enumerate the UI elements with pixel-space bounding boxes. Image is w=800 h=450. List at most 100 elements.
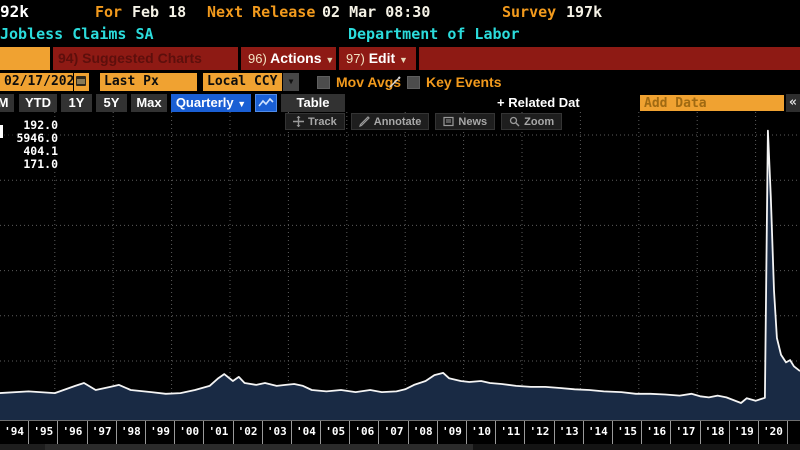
data-source: Department of Labor <box>348 25 520 43</box>
x-axis: '94'95'96'97'98'99'00'01'02'03'04'05'06 '… <box>0 420 800 444</box>
header-row-1: 92k For Feb 18 Next Release 02 Mar 08:30… <box>0 0 800 23</box>
add-data-input[interactable] <box>640 95 784 111</box>
magnifier-icon <box>510 116 520 127</box>
suggested-charts-label: Suggested Charts <box>82 50 202 66</box>
collapse-panel-button[interactable]: « <box>786 94 800 112</box>
currency-dropdown-button[interactable]: ▼ <box>283 73 299 91</box>
scrollbar-thumb[interactable] <box>45 444 473 450</box>
price-field-select[interactable]: Last Px <box>100 73 197 91</box>
period-label: Quarterly <box>175 95 234 110</box>
mov-avgs-checkbox[interactable] <box>317 76 330 89</box>
tab-range-1y[interactable]: 1Y <box>61 94 92 112</box>
x-axis-label: '03 <box>263 421 292 444</box>
x-axis-label: '12 <box>525 421 555 444</box>
tab-range-max[interactable]: Max <box>131 94 167 112</box>
x-axis-label: '02 <box>234 421 263 444</box>
for-label: For <box>95 3 123 21</box>
calendar-button[interactable] <box>74 73 89 91</box>
related-data-label: Related Dat <box>508 95 580 110</box>
period-dropdown-arrow-icon: ▼ <box>237 99 247 109</box>
x-axis-label: '99 <box>146 421 176 444</box>
annotate-button[interactable]: Annotate <box>350 113 430 130</box>
currency-select[interactable]: Local CCY <box>203 73 282 91</box>
divider <box>336 47 339 70</box>
x-axis-label: '04 <box>292 421 322 444</box>
x-axis-label: '01 <box>204 421 234 444</box>
chart-type-button[interactable] <box>255 94 277 112</box>
x-axis-stub <box>788 421 800 444</box>
security-name: Jobless Claims SA <box>0 25 154 43</box>
annotate-pencil-icon <box>358 116 370 127</box>
track-button[interactable]: Track <box>285 113 345 130</box>
x-axis-label: '16 <box>642 421 672 444</box>
x-axis-label: '95 <box>29 421 59 444</box>
calendar-icon <box>76 76 86 86</box>
suggested-charts-button[interactable]: 94) Suggested Charts <box>58 50 202 66</box>
x-axis-label: '10 <box>467 421 497 444</box>
plus-icon: + <box>497 95 505 110</box>
date-input[interactable]: 02/17/2023 <box>0 73 82 91</box>
actions-num: 96) <box>248 51 267 66</box>
actions-dropdown-arrow-icon: ▼ <box>325 55 335 65</box>
key-events-label: Key Events <box>426 74 502 90</box>
x-axis-label: '97 <box>88 421 117 444</box>
scrollbar-left-cap <box>0 444 45 450</box>
mov-avgs-label: Mov Avgs <box>336 74 402 90</box>
period-select[interactable]: Quarterly ▼ <box>171 94 251 112</box>
line-chart-icon <box>258 97 274 107</box>
x-axis-label: '07 <box>379 421 409 444</box>
tab-range-5y[interactable]: 5Y <box>96 94 127 112</box>
suggested-charts-num: 94) <box>58 50 79 66</box>
x-axis-label: '98 <box>117 421 146 444</box>
next-release-value: 02 Mar 08:30 <box>322 3 431 21</box>
tab-range-ytd[interactable]: YTD <box>19 94 57 112</box>
x-axis-label: '20 <box>759 421 789 444</box>
table-button[interactable]: Table <box>281 94 345 112</box>
news-icon <box>443 116 455 127</box>
news-label: News <box>458 115 488 128</box>
divider <box>50 47 53 70</box>
survey-value: 197k <box>566 3 603 21</box>
next-release-label: Next Release <box>207 3 316 21</box>
track-label: Track <box>308 115 337 128</box>
legend-last-price: 192.0 <box>23 118 58 132</box>
menu-orange-block[interactable] <box>0 47 50 70</box>
x-axis-label: '17 <box>671 421 701 444</box>
divider <box>416 47 419 70</box>
actions-label: Actions <box>270 50 322 66</box>
related-data-button[interactable]: + Related Dat <box>497 95 580 110</box>
chart-toolbar: Track Annotate News Zoom <box>285 113 563 130</box>
pencil-icon[interactable] <box>388 76 401 89</box>
chart-legend: 192.0 5946.0 404.1 171.0 <box>0 119 58 171</box>
legend-average: 404.1 <box>23 144 58 158</box>
zoom-button[interactable]: Zoom <box>501 113 563 130</box>
claims-area-chart[interactable] <box>0 112 800 420</box>
tab-range-m[interactable]: M <box>0 94 14 112</box>
legend-low: 171.0 <box>23 157 58 171</box>
x-axis-label: '14 <box>584 421 613 444</box>
zoom-label: Zoom <box>524 115 555 128</box>
x-axis-label: '09 <box>438 421 467 444</box>
news-button[interactable]: News <box>435 113 496 130</box>
divider <box>238 47 241 70</box>
x-axis-label: '05 <box>321 421 351 444</box>
actions-button[interactable]: 96) Actions ▼ <box>248 50 334 66</box>
chart-area[interactable]: 192.0 5946.0 404.1 171.0 Track Annotate <box>0 112 800 450</box>
x-axis-label: '00 <box>175 421 205 444</box>
x-axis-label: '19 <box>730 421 759 444</box>
horizontal-scrollbar[interactable] <box>0 444 800 450</box>
annotate-label: Annotate <box>373 115 422 128</box>
x-axis-label: '06 <box>350 421 380 444</box>
last-value: 92k <box>0 2 29 21</box>
edit-dropdown-arrow-icon: ▼ <box>399 55 408 65</box>
crosshair-icon <box>293 116 304 127</box>
edit-button[interactable]: 97) Edit ▼ <box>346 50 408 66</box>
x-axis-label: '08 <box>409 421 438 444</box>
x-axis-label: '15 <box>613 421 643 444</box>
x-axis-label: '96 <box>58 421 88 444</box>
key-events-checkbox[interactable] <box>407 76 420 89</box>
legend-high: 5946.0 <box>16 131 58 145</box>
menu-bar: 94) Suggested Charts 96) Actions ▼ 97) E… <box>0 47 800 70</box>
range-tabs-row: M YTD 1Y 5Y Max Quarterly ▼ Table + Rela… <box>0 94 800 112</box>
